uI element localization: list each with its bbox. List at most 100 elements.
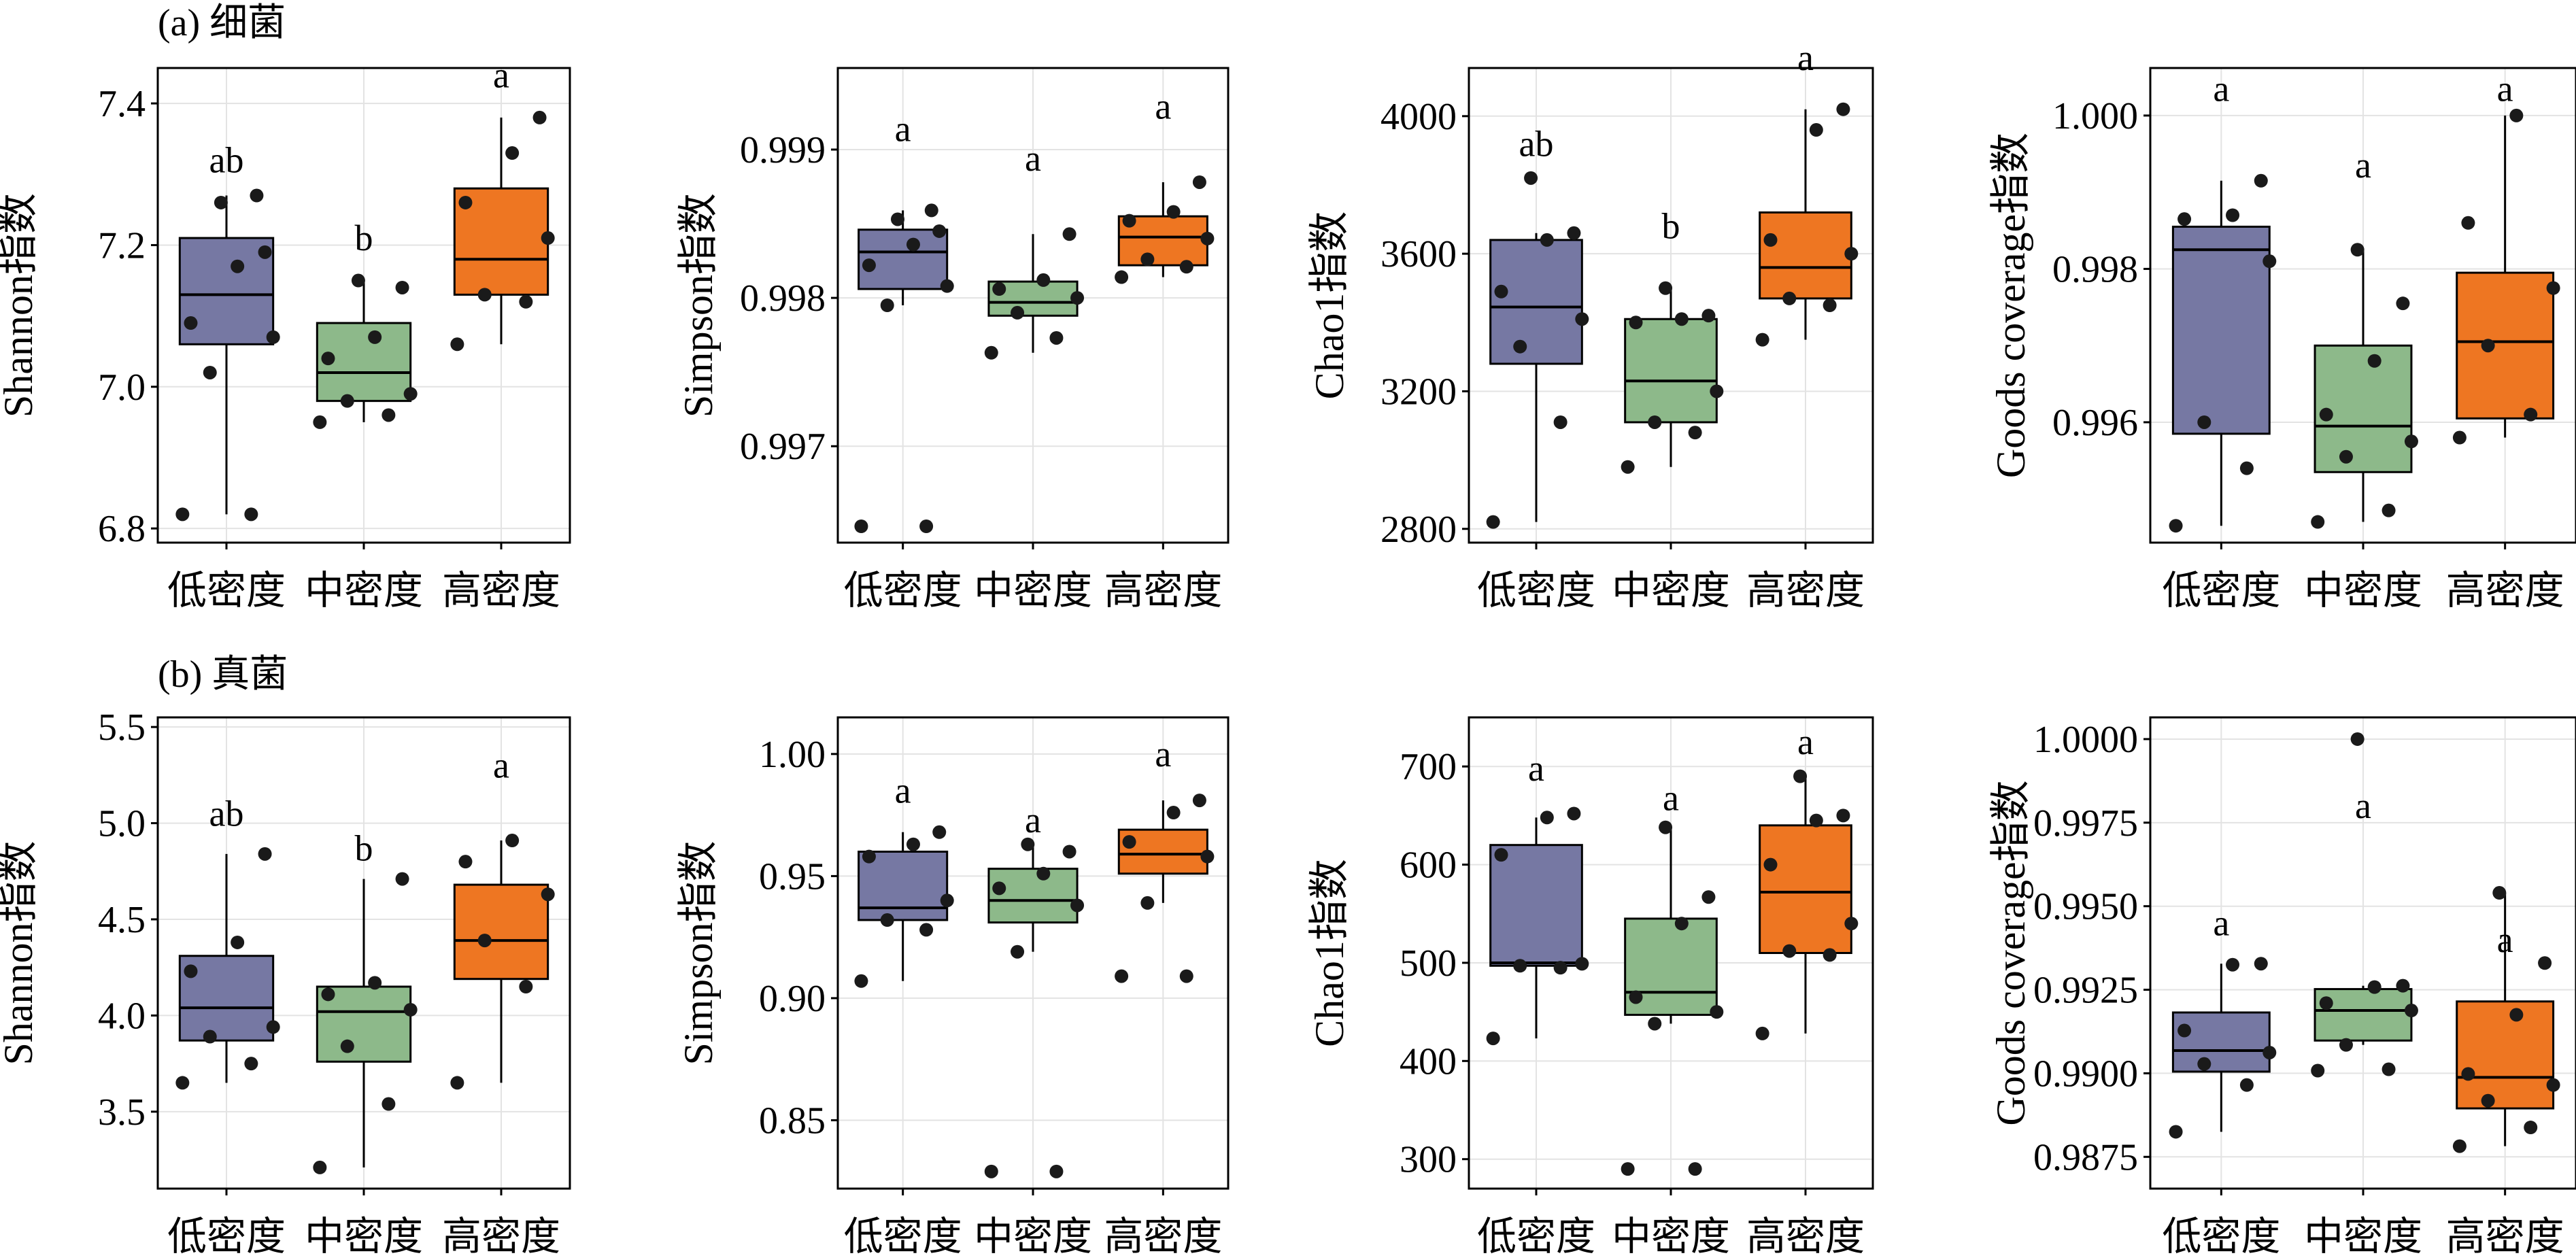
data-point [2239, 1078, 2254, 1092]
row-title-fungi: (b) 真菌 [158, 653, 288, 696]
data-point [2311, 1063, 2325, 1078]
data-point [2492, 886, 2507, 900]
data-point [906, 837, 920, 851]
significance-letter: a [2213, 68, 2229, 109]
data-point [880, 913, 894, 927]
panel-0: 6.8 7.0 7.2 7.4 低密度 中密度 高密度 ab b a Shannon指数 [0, 54, 571, 613]
data-point [1200, 849, 1215, 864]
plot-frame [1468, 716, 1874, 1190]
x-tick-label: 中密度 [2304, 567, 2422, 613]
box-0 [2171, 225, 2271, 435]
box-2 [2456, 271, 2555, 420]
data-point [340, 394, 354, 408]
x-tick-label: 中密度 [305, 1213, 423, 1259]
data-point [266, 1020, 280, 1034]
data-point [1629, 990, 1643, 1004]
y-tick-label: 600 [1400, 845, 1457, 887]
x-tick-label: 低密度 [1477, 567, 1595, 613]
y-tick-label: 3600 [1380, 233, 1457, 275]
plot-frame [2149, 67, 2576, 544]
data-point [2452, 430, 2467, 445]
data-point [541, 231, 555, 245]
data-point [231, 935, 245, 949]
data-point [175, 507, 190, 522]
significance-letter: a [895, 770, 911, 811]
data-point [1553, 415, 1567, 429]
data-point [2538, 956, 2552, 970]
data-point [2509, 1008, 2524, 1022]
data-point [862, 258, 876, 273]
x-tick-label: 低密度 [1477, 1213, 1595, 1259]
data-point [2226, 208, 2240, 222]
significance-letter: a [1797, 721, 1814, 762]
significance-letter: a [1025, 138, 1041, 179]
y-tick-label: 1.0000 [2033, 719, 2138, 761]
data-point [321, 987, 335, 1002]
box-0 [2171, 1011, 2271, 1073]
y-tick-label: 6.8 [98, 508, 146, 550]
y-tick-label: 0.95 [759, 855, 826, 898]
data-point [1836, 102, 1850, 116]
data-point [1513, 959, 1527, 973]
data-point [1674, 917, 1689, 931]
data-point [1011, 944, 1025, 959]
data-point [1823, 299, 1837, 312]
y-tick-label: 0.9900 [2033, 1053, 2138, 1095]
x-tick-label: 高密度 [1104, 567, 1222, 613]
y-tick-label: 0.85 [759, 1100, 826, 1142]
data-point [984, 345, 998, 360]
data-point [313, 415, 327, 429]
plot-frame [836, 67, 1230, 544]
data-point [2546, 1078, 2560, 1092]
x-tick-label: 低密度 [844, 567, 962, 613]
data-point [2546, 281, 2560, 295]
data-point [1659, 820, 1673, 834]
data-point [1540, 233, 1554, 247]
data-point [2254, 957, 2268, 971]
x-tick-label: 中密度 [1612, 567, 1730, 613]
data-point [2396, 296, 2410, 311]
panel-4: 3.5 4.0 4.5 5.0 5.5 低密度 中密度 高密度 ab b a Shannon指数 [0, 706, 571, 1259]
data-point [2197, 1057, 2211, 1071]
data-point [477, 934, 492, 948]
significance-letter: b [355, 828, 373, 868]
data-point [244, 507, 258, 522]
data-point [1494, 848, 1508, 862]
significance-letter: a [1155, 734, 1171, 774]
data-point [1494, 284, 1508, 299]
y-axis-label: Goods coverage指数 [1988, 133, 2033, 478]
data-point [1648, 1017, 1662, 1031]
data-point [1062, 227, 1077, 241]
y-tick-label: 7.0 [98, 367, 146, 409]
data-point [919, 923, 934, 937]
data-point [2319, 996, 2333, 1010]
significance-letter: a [1528, 748, 1544, 789]
plot-frame [2149, 716, 2576, 1190]
y-tick-label: 2800 [1380, 509, 1457, 551]
data-point [2319, 407, 2333, 422]
data-point [1179, 260, 1193, 274]
data-point [1070, 291, 1085, 305]
data-point [2263, 254, 2277, 269]
x-tick-label: 高密度 [442, 567, 560, 613]
box-1 [2314, 344, 2413, 473]
y-tick-label: 5.5 [98, 706, 146, 749]
data-point [1710, 384, 1724, 398]
data-point [1793, 769, 1808, 783]
y-tick-label: 4000 [1380, 96, 1457, 138]
data-point [1179, 969, 1193, 983]
data-point [340, 1039, 354, 1053]
data-point [1036, 273, 1051, 287]
data-point [2524, 1121, 2538, 1135]
y-tick-label: 7.2 [98, 224, 146, 267]
data-point [266, 330, 280, 344]
data-point [1540, 811, 1554, 825]
x-tick-label: 低密度 [2162, 567, 2280, 613]
y-tick-label: 4.0 [98, 995, 146, 1037]
data-point [1809, 813, 1823, 828]
data-point [1115, 270, 1129, 284]
data-point [1782, 944, 1797, 958]
data-point [940, 279, 954, 293]
data-point [880, 299, 894, 312]
